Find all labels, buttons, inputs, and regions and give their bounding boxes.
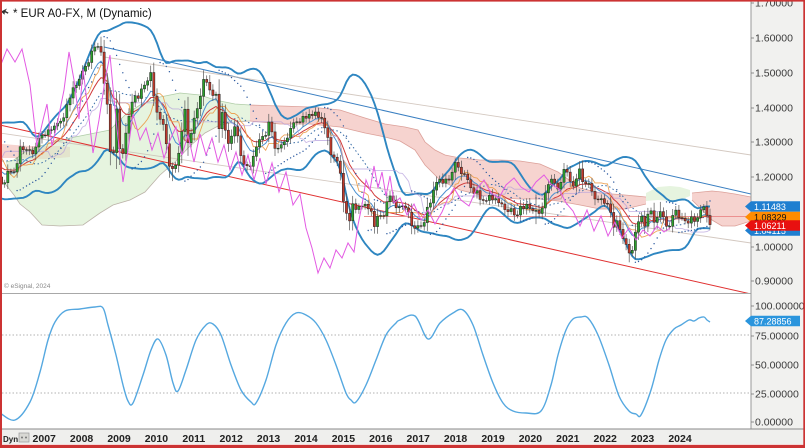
svg-text:2012: 2012 (220, 433, 244, 445)
svg-text:1.11483: 1.11483 (754, 202, 786, 212)
svg-text:2014: 2014 (294, 433, 318, 445)
svg-text:0.90000: 0.90000 (755, 276, 793, 288)
svg-text:2019: 2019 (481, 433, 505, 445)
svg-text:2007: 2007 (33, 433, 57, 445)
svg-text:2023: 2023 (631, 433, 655, 445)
svg-text:100.00000: 100.00000 (755, 301, 805, 313)
svg-text:1.40000: 1.40000 (755, 103, 793, 115)
svg-text:2016: 2016 (369, 433, 393, 445)
svg-text:2020: 2020 (519, 433, 543, 445)
svg-text:75.00000: 75.00000 (755, 331, 799, 343)
svg-text:* EUR A0-FX, M (Dynamic): * EUR A0-FX, M (Dynamic) (13, 8, 152, 20)
svg-text:87.28856: 87.28856 (754, 316, 792, 326)
svg-text:2021: 2021 (556, 433, 580, 445)
svg-text:2013: 2013 (257, 433, 281, 445)
svg-text:2018: 2018 (444, 433, 468, 445)
svg-text:2015: 2015 (332, 433, 356, 445)
svg-text:1.70000: 1.70000 (755, 0, 793, 10)
svg-text:1.50000: 1.50000 (755, 68, 793, 80)
svg-text:2017: 2017 (407, 433, 431, 445)
svg-text:1.08329: 1.08329 (754, 212, 787, 222)
svg-text:1.04115: 1.04115 (754, 226, 786, 236)
svg-text:© eSignal, 2024: © eSignal, 2024 (4, 282, 51, 290)
svg-text:1.20000: 1.20000 (755, 172, 793, 184)
svg-text:2010: 2010 (145, 433, 169, 445)
svg-text:25.00000: 25.00000 (755, 389, 799, 401)
svg-text:2009: 2009 (107, 433, 131, 445)
svg-text:2008: 2008 (70, 433, 94, 445)
svg-text:1.06211: 1.06211 (754, 221, 786, 231)
svg-text:2022: 2022 (594, 433, 618, 445)
svg-text:2024: 2024 (668, 433, 692, 445)
svg-text:1.00000: 1.00000 (755, 242, 793, 254)
svg-text:1.60000: 1.60000 (755, 33, 793, 45)
svg-text:Dyn: Dyn (3, 435, 18, 444)
svg-text:50.00000: 50.00000 (755, 360, 799, 372)
svg-text:1.30000: 1.30000 (755, 137, 793, 149)
svg-text:2011: 2011 (182, 433, 205, 445)
svg-text:0.00000: 0.00000 (755, 417, 793, 429)
